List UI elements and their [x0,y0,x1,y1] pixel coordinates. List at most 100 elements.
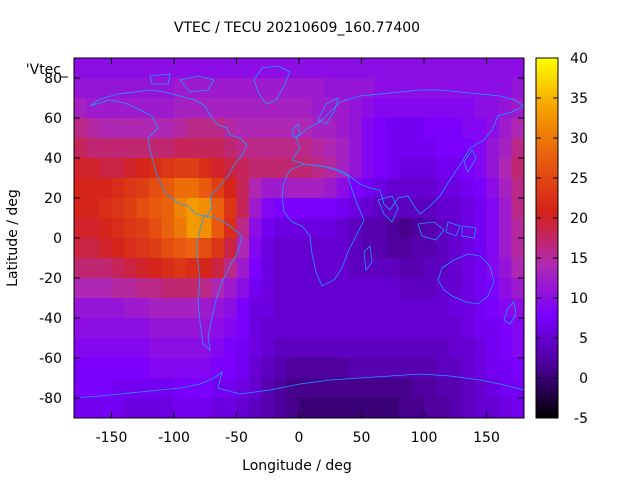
heatmap-cell [436,98,450,119]
heatmap-cell [111,338,125,359]
heatmap-cell [211,398,225,418]
heatmap-cell [499,198,513,219]
heatmap-cell [161,158,175,179]
heatmap-cell [136,218,150,239]
heatmap-cell [461,338,475,359]
heatmap-cell [511,298,524,319]
heatmap-cell [124,198,138,219]
heatmap-cell [274,78,288,99]
heatmap-cell [261,318,275,339]
heatmap-cell [174,338,188,359]
heatmap-cell [449,78,463,99]
heatmap-cell [99,78,113,99]
heatmap-cell [386,158,400,179]
heatmap-cell [424,378,438,399]
heatmap-cell [86,378,100,399]
heatmap-cell [486,78,500,99]
heatmap-cell [461,238,475,259]
heatmap-cell [499,178,513,199]
x-tick-label: 100 [411,430,438,446]
heatmap-cell [336,138,350,159]
heatmap-cell [411,398,425,418]
heatmap-cell [411,378,425,399]
heatmap-cell [461,358,475,379]
heatmap-cell [149,158,163,179]
heatmap-cell [399,238,413,259]
heatmap-cell [74,78,88,99]
heatmap-cell [511,138,524,159]
heatmap-cell [74,118,88,139]
heatmap-cell [361,218,375,239]
heatmap-cell [436,378,450,399]
colorbar-tick-label: 20 [570,211,588,227]
heatmap-cell [99,218,113,239]
heatmap-cell [111,218,125,239]
heatmap-cell [449,378,463,399]
heatmap-cell [299,318,313,339]
heatmap-cell [311,358,325,379]
heatmap-cell [249,318,263,339]
heatmap-cell [199,138,213,159]
heatmap-cell [249,398,263,418]
heatmap-cell [186,58,200,79]
heatmap-cell [224,358,238,379]
heatmap-cell [236,98,250,119]
heatmap-cell [299,378,313,399]
heatmap-cell [311,378,325,399]
heatmap-cell [449,58,463,79]
heatmap-cell [74,218,88,239]
y-tick-label: -60 [39,351,62,367]
heatmap-cell [474,138,488,159]
heatmap-cell [399,218,413,239]
heatmap-cell [474,338,488,359]
heatmap-cell [174,78,188,99]
heatmap-cell [386,98,400,119]
heatmap-cell [399,198,413,219]
key-label: 'Vtec_ [26,62,69,78]
heatmap-cell [386,258,400,279]
colorbar-frame [535,57,559,419]
heatmap-cell [274,158,288,179]
heatmap-cell [424,178,438,199]
heatmap-cell [186,118,200,139]
y-tick-label: -40 [39,311,62,327]
colorbar-tick-label: 35 [570,91,588,107]
heatmap-cell [336,238,350,259]
heatmap-cell [136,98,150,119]
heatmap-cell [186,178,200,199]
heatmap-cell [249,258,263,279]
heatmap-cell [149,398,163,418]
heatmap-cell [249,218,263,239]
heatmap-cell [149,318,163,339]
heatmap-cell [336,338,350,359]
heatmap-cell [511,358,524,379]
coastline-eurasia [291,89,524,215]
heatmap-cell [261,58,275,79]
heatmap-cell [461,378,475,399]
heatmap-cell [361,258,375,279]
heatmap-cell [386,358,400,379]
heatmap-cell [349,78,363,99]
heatmap-cell [449,358,463,379]
heatmap-cell [74,298,88,319]
heatmap-cell [324,298,338,319]
heatmap-cell [249,58,263,79]
heatmap-cell [424,78,438,99]
heatmap-cell [311,158,325,179]
coastline-madagascar [363,245,373,272]
x-tick-label: -150 [96,430,128,446]
heatmap-cell [486,338,500,359]
heatmap-cell [136,258,150,279]
heatmap-cell [436,78,450,99]
heatmap-cell [399,118,413,139]
heatmap-cell [224,138,238,159]
heatmap-cell [286,398,300,418]
heatmap-cell [274,398,288,418]
heatmap-cell [224,178,238,199]
heatmap-cell [286,238,300,259]
heatmap-cell [124,218,138,239]
heatmap-cell [424,298,438,319]
coastline-india [377,195,399,223]
heatmap-cell [211,98,225,119]
heatmap-cell [436,158,450,179]
